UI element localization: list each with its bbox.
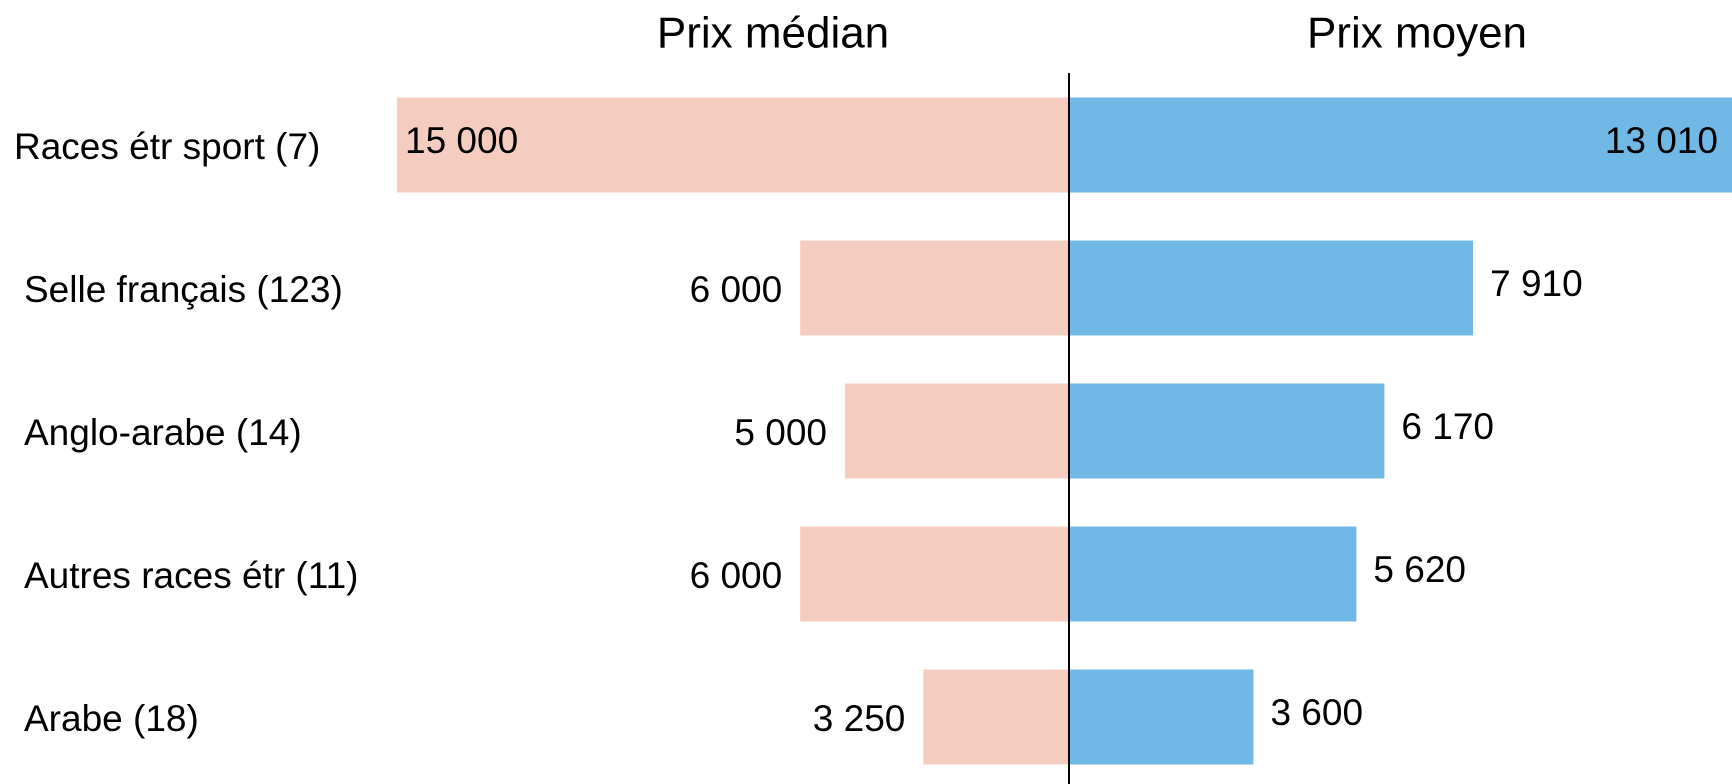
value-label: 15 000 [405, 120, 518, 161]
value-label: 6 000 [690, 269, 783, 310]
value-label: 3 600 [1270, 692, 1363, 733]
bar [923, 669, 1069, 765]
category-label: Selle français (123) [24, 269, 343, 310]
bar [800, 526, 1069, 622]
bar [1070, 669, 1254, 765]
bar [1070, 97, 1732, 193]
bar [397, 97, 1069, 193]
bar [800, 240, 1069, 336]
bar [1070, 383, 1385, 479]
bar [1070, 526, 1357, 622]
series-title: Prix médian [657, 9, 889, 58]
value-label: 5 620 [1373, 549, 1466, 590]
series-title: Prix moyen [1307, 9, 1527, 58]
value-label: 13 010 [1605, 120, 1718, 161]
value-label: 3 250 [813, 698, 906, 739]
bar [1070, 240, 1474, 336]
category-label: Races étr sport (7) [14, 126, 320, 167]
category-label: Arabe (18) [24, 698, 199, 739]
category-label: Autres races étr (11) [24, 555, 358, 596]
bar [845, 383, 1069, 479]
value-label: 5 000 [734, 412, 827, 453]
category-label: Anglo-arabe (14) [24, 412, 302, 453]
value-label: 7 910 [1490, 263, 1583, 304]
value-label: 6 170 [1401, 406, 1494, 447]
value-label: 6 000 [690, 555, 783, 596]
